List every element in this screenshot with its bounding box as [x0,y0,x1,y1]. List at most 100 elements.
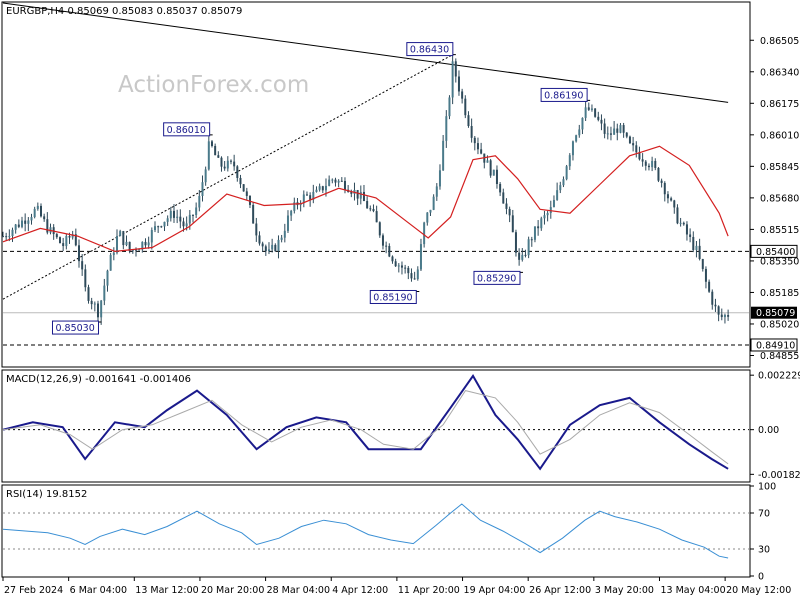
price-bar-body [581,117,584,130]
price-bar-body [480,149,483,154]
price-bar-body [106,270,109,286]
price-bar-body [445,116,448,141]
price-bar-body [676,207,679,224]
macd-line [2,374,729,471]
price-bar-body [62,243,65,247]
price-bar-body [131,249,134,252]
price-bar-body [223,166,226,169]
price-bar-body [495,169,498,185]
annotation-box [406,42,454,57]
price-bar-body [590,108,593,110]
price-bar-body [426,212,429,223]
price-layer: 0.86430 0.86190 0.86010 0.85290 0.85190 0.850… [2,2,749,346]
price-bar-body [524,254,527,256]
rsi-panel-title: RSI(14) 19.8152 [6,489,87,500]
price-bar-body [302,194,305,204]
price-bar-body [359,191,362,199]
price-bar-body [318,186,321,190]
price-bar-body [340,180,343,182]
price-bar-body [185,223,188,227]
price-bar-body [404,267,407,269]
annotation-box [163,122,211,137]
price-bar-body [521,254,524,260]
price-bar-body [720,314,723,318]
price-y-tick-label: 0.86175 [760,99,799,110]
price-bar-body [448,97,451,117]
x-tick-label: 3 May 20:00 [595,585,654,596]
price-bar-body [727,315,730,317]
annotation-box [540,87,588,102]
price-bar-body [369,208,372,210]
price-bar-body [473,137,476,144]
price-bar-body [499,184,502,193]
price-bar-body [549,207,552,214]
price-bar-body [122,231,125,246]
x-tick-label: 28 Mar 04:00 [267,585,330,596]
price-bar-body [362,191,365,202]
annotation-label: 0.86430 [410,45,449,56]
price-bar-body [432,196,435,210]
price-bar-body [2,236,4,238]
price-bar-body [274,244,277,251]
price-bar-body [575,135,578,142]
x-tick-label: 19 Apr 04:00 [464,585,526,596]
trendline [2,2,729,103]
price-bar-body [248,195,251,205]
annotation-box [51,320,99,335]
price-bar-body [252,204,255,224]
price-y-tick-label: 0.85020 [760,319,799,330]
rsi-y-tick-label: 100 [758,482,776,493]
price-bar-body [476,143,479,150]
price-bar-body [17,224,20,227]
macd-panel-title: MACD(12,26,9) -0.001641 -0.001406 [6,374,191,385]
price-bar-body [530,239,533,241]
price-y-tick-label: 0.86010 [760,130,799,141]
price-bar-body [182,221,185,227]
price-bar-body [666,194,669,199]
level-label: 0.85400 [756,247,795,258]
rsi-panel-frame [1,484,751,578]
price-bar-body [286,215,289,231]
price-bar-body [176,216,179,218]
price-bar-body [537,226,540,229]
moving-average-line [2,145,729,253]
price-bar-body [141,241,144,250]
current-price-box [751,306,797,319]
price-bar-body [166,218,169,222]
price-bar-body [723,315,726,318]
annotation-label: 0.85030 [55,323,94,334]
price-bar-body [245,191,248,196]
price-bar-body [685,224,688,235]
price-bar-body [157,226,160,228]
price-bar-body [33,208,36,218]
price-bar-body [457,76,460,92]
price-bar-body [160,226,163,228]
price-bar-body [505,203,508,209]
price-bar-body [39,205,42,217]
price-bar-body [14,224,17,230]
price-bar-body [356,189,359,199]
price-bar-body [638,152,641,160]
level-label-box [750,244,798,258]
price-bar-body [489,160,492,176]
price-bar-body [682,222,685,225]
price-bar-body [30,217,33,221]
price-bar-body [372,208,375,212]
price-bar-body [271,244,274,250]
price-bar-body [559,185,562,191]
price-bar-body [543,215,546,219]
price-bar-body [429,209,432,213]
price-bar-body [55,234,58,238]
price-bar-body [305,194,308,196]
price-bar-body [381,235,384,246]
rsi-line [2,503,729,559]
price-bar-body [613,128,616,135]
price-bar-body [419,244,422,270]
price-bar-body [49,227,52,233]
price-bar-body [546,213,549,216]
price-bar-body [647,165,650,168]
price-bar-body [172,210,175,218]
price-bar-body [328,179,331,186]
price-bar-body [119,231,122,237]
price-bar-body [616,128,619,133]
